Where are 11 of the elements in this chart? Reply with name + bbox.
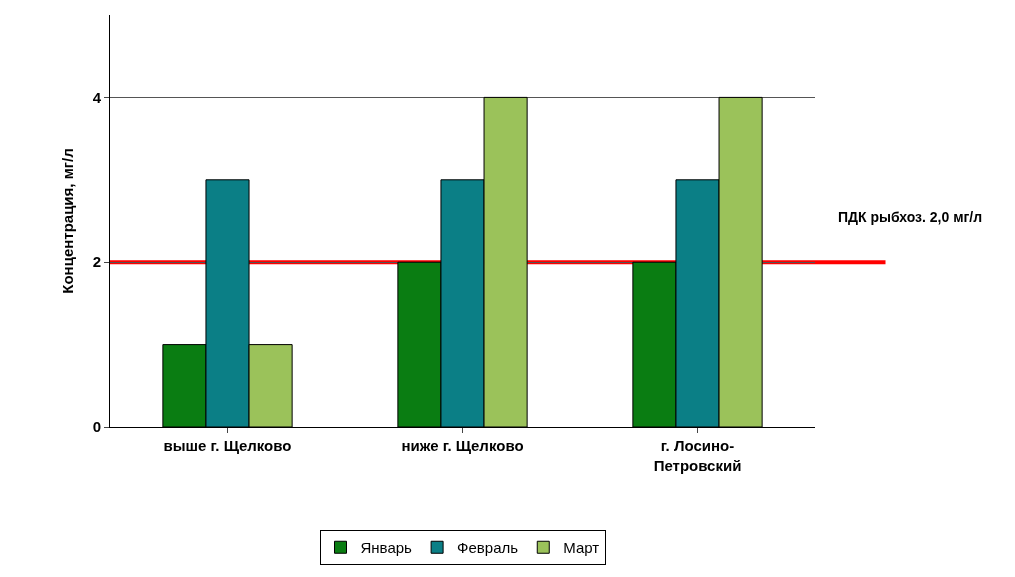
legend-label: Февраль xyxy=(457,539,519,557)
y-tick-label: 2 xyxy=(92,253,101,271)
y-tick-label: 0 xyxy=(92,418,101,436)
y-axis-title: Концентрация, мг/л xyxy=(58,148,76,294)
ref-line-label: ПДК рыбхоз. 2,0 мг/л xyxy=(838,209,983,225)
y-tick-label: 4 xyxy=(92,88,102,106)
x-tick-label: г. Лосино-Петровский xyxy=(653,437,742,474)
x-tick-label: выше г. Щелково xyxy=(163,437,292,454)
x-tick-label: ниже г. Щелково xyxy=(401,437,524,454)
legend-label: Март xyxy=(563,539,600,557)
legend-label: Январь xyxy=(360,539,413,557)
